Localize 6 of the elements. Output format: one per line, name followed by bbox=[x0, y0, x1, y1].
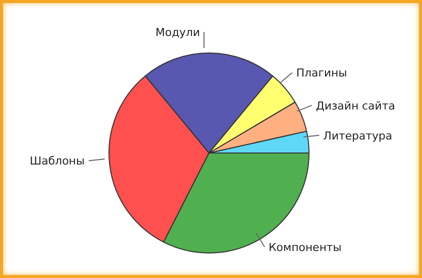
slice-label: Шаблоны bbox=[30, 154, 85, 168]
slice-label: Плагины bbox=[296, 66, 348, 80]
slice-label: Литература bbox=[323, 129, 392, 142]
slice-label: Компоненты bbox=[268, 240, 342, 254]
slice-label: Модули bbox=[155, 26, 200, 39]
slice-label: Дизайн сайта bbox=[316, 99, 396, 112]
